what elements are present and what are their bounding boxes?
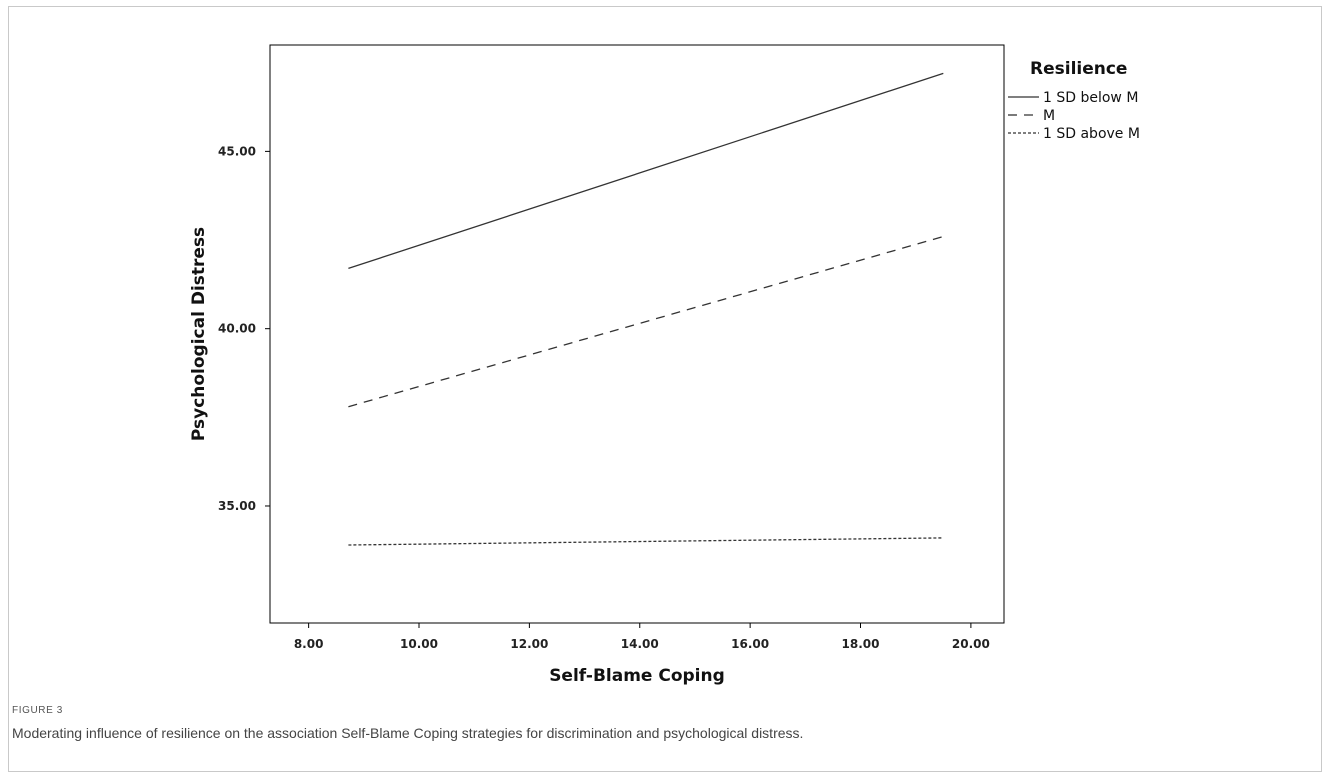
legend: 1 SD below M M 1 SD above M <box>1008 90 1140 142</box>
x-tick-label: 12.00 <box>510 637 548 651</box>
legend-label: 1 SD above M <box>1043 126 1140 142</box>
y-axis-title: Psychological Distress <box>189 227 209 441</box>
line-chart: 8.00 10.00 12.00 14.00 16.00 18.00 20.00 35.00… <box>0 0 1330 700</box>
x-tick-label: 8.00 <box>294 637 324 651</box>
x-tick-label: 16.00 <box>731 637 769 651</box>
y-tick-label: 45.00 <box>218 144 256 158</box>
legend-label: M <box>1043 108 1055 124</box>
figure-caption: Moderating influence of resilience on th… <box>12 725 803 741</box>
x-axis-title: Self-Blame Coping <box>549 666 725 686</box>
plot-area <box>270 45 1004 623</box>
y-axis: 35.00 40.00 45.00 <box>218 144 270 513</box>
x-axis: 8.00 10.00 12.00 14.00 16.00 18.00 20.00 <box>294 623 990 651</box>
x-tick-label: 20.00 <box>952 637 990 651</box>
legend-title: Resilience <box>1030 59 1127 79</box>
x-tick-label: 14.00 <box>621 637 659 651</box>
x-tick-label: 10.00 <box>400 637 438 651</box>
x-tick-label: 18.00 <box>842 637 880 651</box>
y-tick-label: 40.00 <box>218 322 256 336</box>
figure-label: FIGURE 3 <box>12 705 63 716</box>
y-tick-label: 35.00 <box>218 499 256 513</box>
legend-label: 1 SD below M <box>1043 90 1138 106</box>
